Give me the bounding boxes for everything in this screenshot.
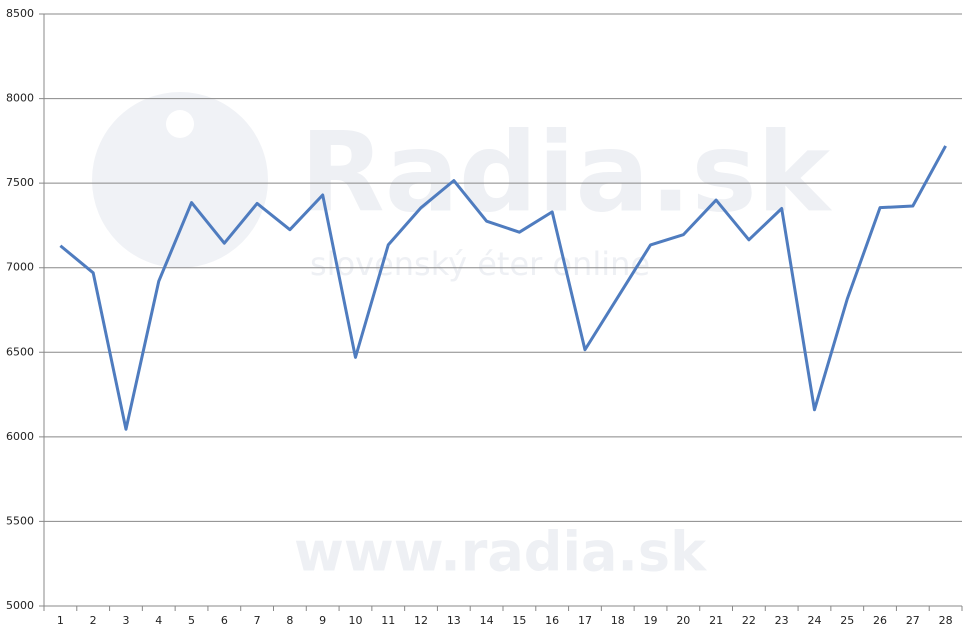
y-tick-label: 5000 (6, 599, 34, 612)
watermark-logo-dot (166, 110, 194, 138)
watermark-subtitle: slovenský éter online (310, 245, 650, 283)
x-tick-label: 18 (611, 614, 625, 627)
x-tick-label: 16 (545, 614, 559, 627)
watermark-title: Radia.sk (300, 108, 833, 236)
x-tick-label: 23 (775, 614, 789, 627)
x-tick-label: 10 (348, 614, 362, 627)
watermark-url: www.radia.sk (294, 521, 707, 584)
x-tick-label: 22 (742, 614, 756, 627)
x-tick-label: 7 (254, 614, 261, 627)
y-tick-label: 8000 (6, 92, 34, 105)
x-tick-label: 9 (319, 614, 326, 627)
y-tick-label: 7000 (6, 261, 34, 274)
x-tick-label: 8 (286, 614, 293, 627)
y-tick-label: 5500 (6, 514, 34, 527)
x-tick-label: 4 (155, 614, 162, 627)
x-tick-label: 15 (512, 614, 526, 627)
x-tick-label: 2 (90, 614, 97, 627)
x-tick-label: 24 (807, 614, 821, 627)
x-tick-label: 3 (122, 614, 129, 627)
x-tick-label: 19 (644, 614, 658, 627)
y-tick-label: 8500 (6, 7, 34, 20)
watermark-logo (92, 92, 268, 268)
line-series (59, 145, 947, 431)
x-tick-label: 6 (221, 614, 228, 627)
x-tick-label: 1 (57, 614, 64, 627)
x-tick-label: 5 (188, 614, 195, 627)
x-tick-label: 26 (873, 614, 887, 627)
x-tick-label: 14 (480, 614, 494, 627)
x-tick-label: 28 (939, 614, 953, 627)
y-tick-label: 6500 (6, 345, 34, 358)
x-tick-label: 11 (381, 614, 395, 627)
y-tick-label: 7500 (6, 176, 34, 189)
x-tick-label: 21 (709, 614, 723, 627)
x-tick-label: 27 (906, 614, 920, 627)
y-tick-label: 6000 (6, 430, 34, 443)
x-tick-label: 13 (447, 614, 461, 627)
x-tick-label: 20 (676, 614, 690, 627)
x-tick-label: 17 (578, 614, 592, 627)
x-tick-label: 12 (414, 614, 428, 627)
x-tick-label: 25 (840, 614, 854, 627)
